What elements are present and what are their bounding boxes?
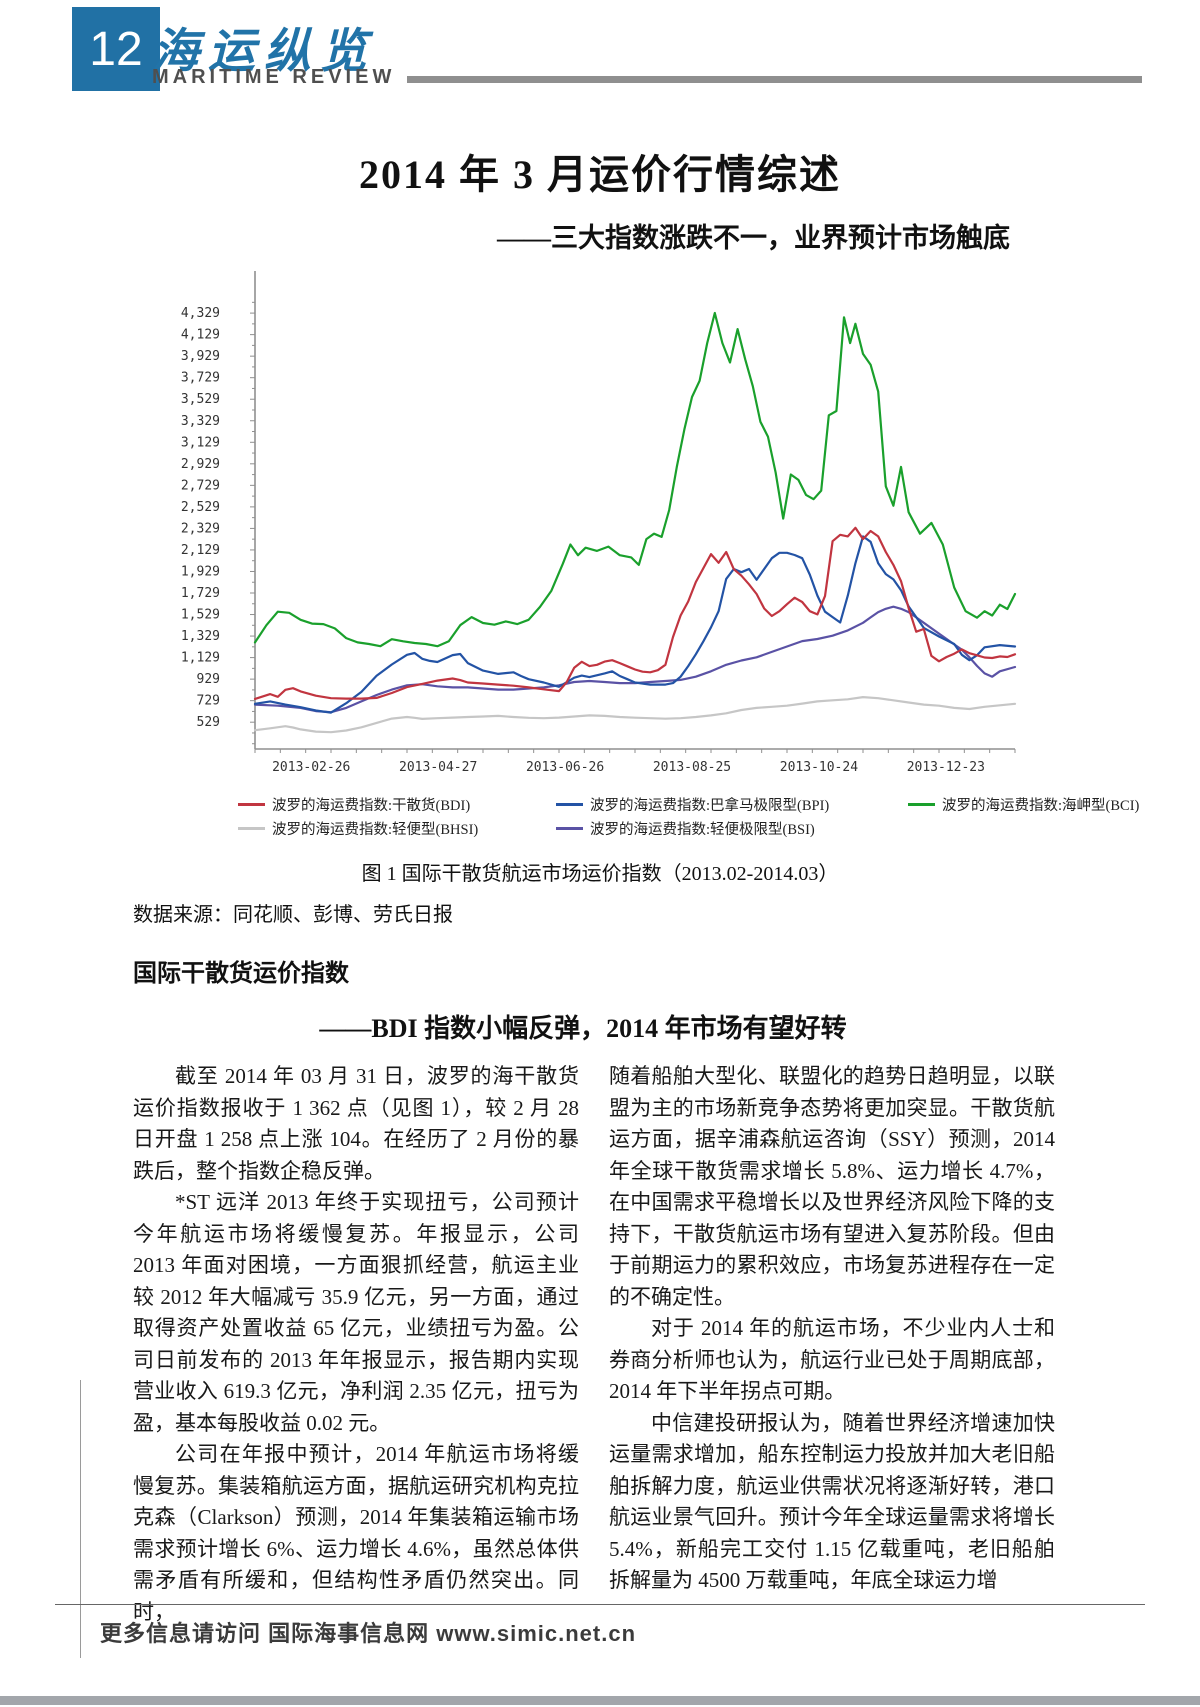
legend-label-bhsi: 波罗的海运费指数:轻便型(BHSI) <box>272 822 479 838</box>
index-chart: 529 729 929 1,129 1,329 1,529 1,729 1,929 2,129 2… <box>181 271 1017 775</box>
svg-text:1,529: 1,529 <box>181 608 220 623</box>
footer-text: 更多信息请访问 国际海事信息网 www.simic.net.cn <box>100 1621 637 1646</box>
svg-text:2,529: 2,529 <box>181 500 220 515</box>
svg-text:3,529: 3,529 <box>181 392 220 407</box>
paragraph: 截至 2014 年 03 月 31 日，波罗的海干散货运价指数报收于 1 362… <box>133 1064 579 1183</box>
figure-source: 数据来源：同花顺、彭博、劳氏日报 <box>133 904 453 926</box>
article-title: 2014 年 3 月运价行情综述 <box>359 152 841 197</box>
legend-label-bci: 波罗的海运费指数:海岬型(BCI) <box>942 798 1140 814</box>
svg-text:929: 929 <box>197 672 220 687</box>
svg-text:3,929: 3,929 <box>181 349 220 364</box>
svg-text:1,929: 1,929 <box>181 564 220 579</box>
legend-item-bpi: 波罗的海运费指数:巴拿马极限型(BPI) <box>556 794 908 815</box>
svg-text:2013-02-26: 2013-02-26 <box>272 760 350 775</box>
legend-swatch-bpi <box>556 803 583 806</box>
svg-text:3,129: 3,129 <box>181 435 220 450</box>
svg-text:2013-12-23: 2013-12-23 <box>907 760 985 775</box>
svg-text:2013-10-24: 2013-10-24 <box>780 760 858 775</box>
legend-item-bhsi: 波罗的海运费指数:轻便型(BHSI) <box>238 818 556 839</box>
legend-item-bci: 波罗的海运费指数:海岬型(BCI) <box>908 794 1139 815</box>
paragraph: 中信建投研报认为，随着世界经济增速加快运量需求增加，船东控制运力投放并加大老旧船… <box>609 1410 1055 1593</box>
right-column: 随着船舶大型化、联盟化的趋势日趋明显，以联盟为主的市场新竞争态势将更加突显。干散… <box>609 1061 1055 1628</box>
body-columns: 截至 2014 年 03 月 31 日，波罗的海干散货运价指数报收于 1 362… <box>133 1061 1055 1628</box>
svg-text:3,729: 3,729 <box>181 371 220 386</box>
header-rule <box>407 76 1142 83</box>
svg-text:1,129: 1,129 <box>181 651 220 666</box>
legend-label-bpi: 波罗的海运费指数:巴拿马极限型(BPI) <box>590 798 830 814</box>
svg-text:2,929: 2,929 <box>181 457 220 472</box>
legend-swatch-bci <box>908 803 935 806</box>
svg-text:1,729: 1,729 <box>181 586 220 601</box>
svg-text:2013-06-26: 2013-06-26 <box>526 760 604 775</box>
paragraph: *ST 远洋 2013 年终于实现扭亏，公司预计今年航运市场将缓慢复苏。年报显示… <box>133 1190 579 1435</box>
paragraph: 公司在年报中预计，2014 年航运市场将缓慢复苏。集装箱航运方面，据航运研究机构… <box>133 1442 579 1624</box>
legend-item-bdi: 波罗的海运费指数:干散货(BDI) <box>238 794 556 815</box>
brand-title: 海运纵览 <box>152 24 376 79</box>
section-heading: 国际干散货运价指数 <box>133 961 349 987</box>
page-header: 12 海运纵览 MARITIME REVIEW <box>0 0 1200 100</box>
paragraph: 对于 2014 年的航运市场，不少业内人士和券商分析师也认为，航运行业已处于周期… <box>609 1316 1055 1403</box>
svg-text:2,129: 2,129 <box>181 543 220 558</box>
svg-text:2013-08-25: 2013-08-25 <box>653 760 731 775</box>
legend-swatch-bhsi <box>238 827 265 830</box>
footer-rule <box>55 1604 1145 1605</box>
svg-text:529: 529 <box>197 715 220 730</box>
paragraph: 随着船舶大型化、联盟化的趋势日趋明显，以联盟为主的市场新竞争态势将更加突显。干散… <box>609 1064 1055 1309</box>
chart-legend: 波罗的海运费指数:干散货(BDI) 波罗的海运费指数:巴拿马极限型(BPI) 波罗的… <box>238 794 1139 839</box>
chart-block: 529 729 929 1,129 1,329 1,529 1,729 1,929 2,129 2… <box>160 259 1139 839</box>
legend-label-bdi: 波罗的海运费指数:干散货(BDI) <box>272 798 471 814</box>
legend-item-bsi: 波罗的海运费指数:轻便极限型(BSI) <box>556 818 908 839</box>
brand-subtitle-row: MARITIME REVIEW <box>152 66 1142 89</box>
article-subtitle: ——三大指数涨跌不一，业界预计市场触底 <box>497 223 1010 253</box>
svg-text:3,329: 3,329 <box>181 414 220 429</box>
legend-swatch-bsi <box>556 827 583 830</box>
svg-text:4,329: 4,329 <box>181 306 220 321</box>
svg-text:2,729: 2,729 <box>181 478 220 493</box>
legend-swatch-bdi <box>238 803 265 806</box>
brand-subtitle: MARITIME REVIEW <box>152 66 396 88</box>
page-number: 12 <box>89 22 143 76</box>
left-column: 截至 2014 年 03 月 31 日，波罗的海干散货运价指数报收于 1 362… <box>133 1061 579 1628</box>
legend-label-bsi: 波罗的海运费指数:轻便极限型(BSI) <box>590 822 815 838</box>
left-margin-rule <box>80 1380 81 1658</box>
svg-text:4,129: 4,129 <box>181 328 220 343</box>
bottom-bar <box>0 1696 1200 1705</box>
section-subheading: ——BDI 指数小幅反弹，2014 年市场有望好转 <box>319 1014 847 1043</box>
svg-text:1,329: 1,329 <box>181 629 220 644</box>
svg-text:2013-04-27: 2013-04-27 <box>399 760 477 775</box>
page-number-box: 12 <box>72 7 160 91</box>
svg-text:729: 729 <box>197 694 220 709</box>
svg-text:2,329: 2,329 <box>181 521 220 536</box>
figure-caption: 图 1 国际干散货航运市场运价指数（2013.02-2014.03） <box>361 863 839 885</box>
